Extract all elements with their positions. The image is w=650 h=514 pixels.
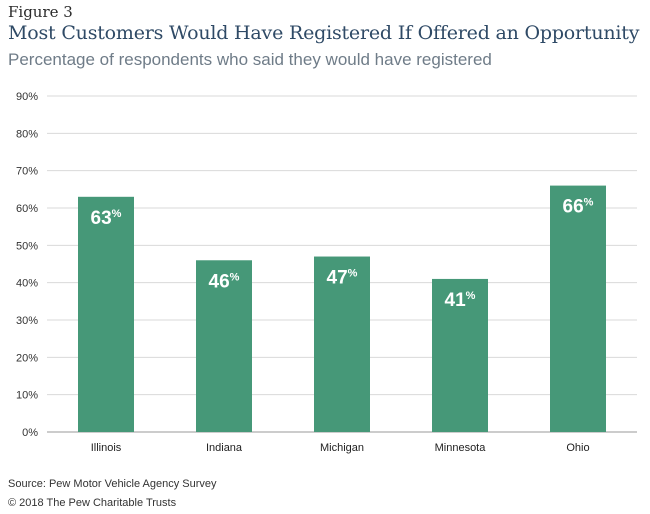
bar — [314, 256, 370, 432]
x-tick-label: Ohio — [566, 442, 589, 454]
data-label-value: 63 — [91, 208, 112, 229]
y-tick-label: 10% — [16, 390, 38, 402]
bar — [550, 185, 606, 432]
x-tick-label: Indiana — [206, 442, 243, 454]
y-tick-label: 60% — [16, 203, 38, 215]
x-tick-label: Illinois — [91, 442, 122, 454]
bar — [78, 196, 134, 432]
y-tick-label: 40% — [16, 278, 38, 290]
source-note: Source: Pew Motor Vehicle Agency Survey — [8, 478, 217, 490]
x-tick-label: Minnesota — [435, 442, 487, 454]
data-label: 63% — [91, 208, 122, 229]
data-label-unit: % — [348, 268, 358, 280]
data-label-unit: % — [466, 290, 476, 302]
chart-title: Most Customers Would Have Registered If … — [8, 22, 640, 44]
y-tick-label: 80% — [16, 128, 38, 140]
data-label-unit: % — [584, 197, 594, 209]
y-tick-label: 50% — [16, 240, 38, 252]
bar — [196, 260, 252, 432]
y-tick-label: 90% — [16, 91, 38, 103]
data-label: 66% — [563, 197, 594, 218]
data-label-unit: % — [230, 271, 240, 283]
figure-label: Figure 3 — [8, 3, 73, 21]
y-tick-label: 20% — [16, 352, 38, 364]
data-label-value: 46 — [209, 271, 230, 292]
data-label: 46% — [209, 271, 240, 292]
bar — [432, 278, 488, 432]
data-label-value: 66 — [563, 197, 584, 218]
data-label-value: 41 — [445, 290, 467, 311]
y-tick-label: 70% — [16, 166, 38, 178]
x-tick-label: Michigan — [320, 442, 364, 454]
data-label: 41% — [445, 290, 476, 311]
copyright-note: © 2018 The Pew Charitable Trusts — [8, 497, 177, 509]
y-tick-label: 0% — [22, 427, 38, 439]
data-label-unit: % — [112, 208, 122, 220]
data-label-value: 47 — [327, 268, 348, 289]
data-label: 47% — [327, 268, 358, 289]
bar-chart: 0% 10% 20% 30% 40% 50% 60% 70% 80% 90% Illinois 63%… — [16, 91, 637, 454]
y-tick-label: 30% — [16, 315, 38, 327]
chart-subtitle: Percentage of respondents who said they … — [8, 50, 492, 69]
